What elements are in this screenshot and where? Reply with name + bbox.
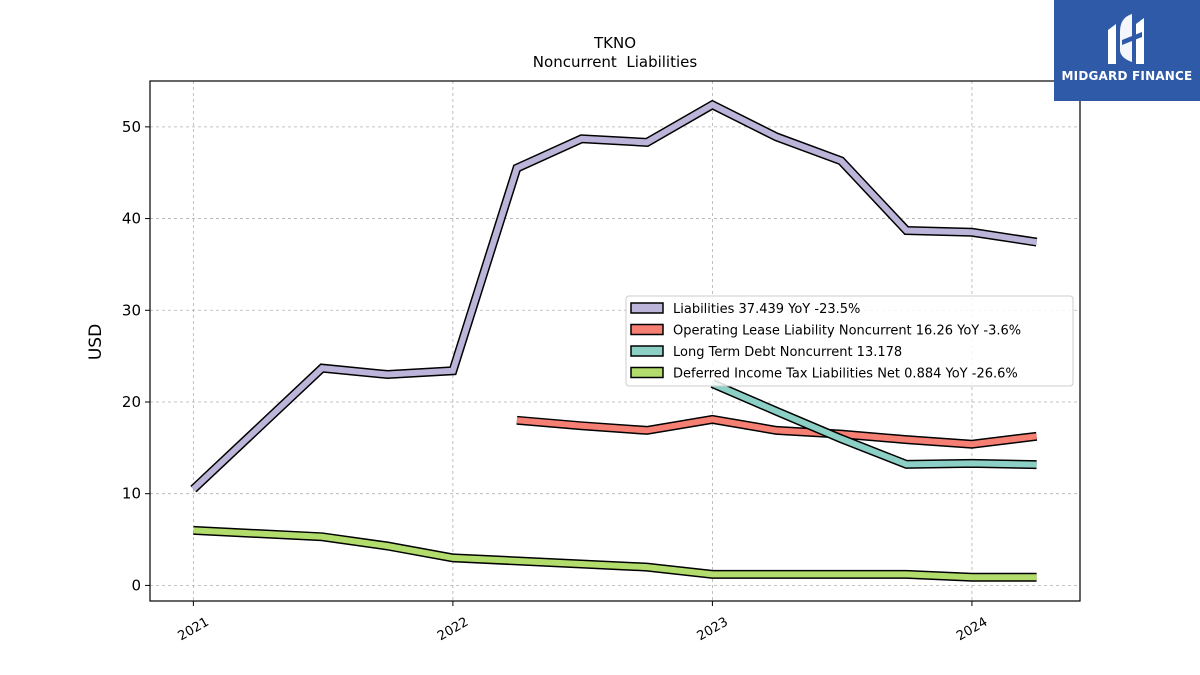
legend-entry: Liabilities 37.439 YoY -23.5% xyxy=(673,302,860,317)
x-tick-label: 2022 xyxy=(435,615,471,645)
y-tick-label: 40 xyxy=(122,210,141,228)
x-tick-label: 2023 xyxy=(695,615,731,645)
legend-swatch xyxy=(630,323,664,336)
legend-box xyxy=(625,295,1074,387)
logo-mark-icon xyxy=(1108,14,1144,64)
legend: Liabilities 37.439 YoY -23.5% Operating L… xyxy=(625,295,1074,387)
legend-entry: Operating Lease Liability Noncurrent 16.… xyxy=(673,324,1021,339)
chart-subtitle: Noncurrent Liabilities xyxy=(533,53,698,71)
logo-text: MIDGARD FINANCE xyxy=(1061,69,1193,83)
series-2 xyxy=(710,379,1037,470)
series-3 xyxy=(193,525,1037,582)
chart-title: TKNO xyxy=(593,34,636,52)
series-line xyxy=(516,416,1037,448)
legend-swatch xyxy=(630,366,664,379)
y-tick-label: 30 xyxy=(122,301,141,319)
y-tick-label: 50 xyxy=(122,118,141,136)
series-1 xyxy=(516,414,1038,449)
x-tick-label: 2024 xyxy=(954,615,990,645)
series-lines xyxy=(190,99,1038,582)
y-tick-label: 10 xyxy=(122,485,141,503)
x-tick-label: 2021 xyxy=(176,615,212,645)
y-tick-label: 0 xyxy=(131,576,141,594)
series-line xyxy=(193,527,1037,581)
y-tick-label: 20 xyxy=(122,393,141,411)
x-axis-ticks: 2021 2022 2023 2024 xyxy=(176,601,990,645)
legend-swatch xyxy=(630,345,664,357)
legend-entry: Long Term Debt Noncurrent 13.178 xyxy=(673,345,902,360)
brand-logo: MIDGARD FINANCE xyxy=(1054,0,1200,101)
series-0 xyxy=(190,99,1038,493)
series-line xyxy=(711,380,1037,468)
plot-frame xyxy=(149,80,1081,602)
y-axis-ticks: 0 10 20 30 40 50 xyxy=(122,118,150,594)
legend-entry: Deferred Income Tax Liabilities Net 0.88… xyxy=(673,367,1018,382)
series-line xyxy=(191,101,1038,492)
legend-swatch xyxy=(630,302,664,314)
y-axis-label: USD xyxy=(86,324,106,360)
